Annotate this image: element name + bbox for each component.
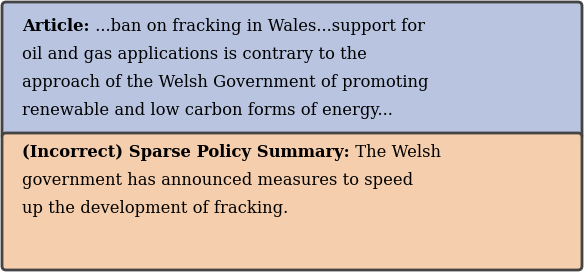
Text: Article:: Article: (22, 18, 89, 35)
Text: The Welsh: The Welsh (350, 144, 440, 161)
Text: ...ban on fracking in Wales...support for: ...ban on fracking in Wales...support fo… (89, 18, 425, 35)
FancyBboxPatch shape (2, 133, 582, 270)
Text: government has announced measures to speed: government has announced measures to spe… (22, 172, 413, 189)
Text: approach of the Welsh Government of promoting: approach of the Welsh Government of prom… (22, 74, 429, 91)
Text: oil and gas applications is contrary to the: oil and gas applications is contrary to … (22, 46, 367, 63)
Text: renewable and low carbon forms of energy...: renewable and low carbon forms of energy… (22, 102, 393, 119)
Text: (Incorrect) Sparse Policy Summary:: (Incorrect) Sparse Policy Summary: (22, 144, 350, 161)
Text: up the development of fracking.: up the development of fracking. (22, 200, 288, 217)
FancyBboxPatch shape (2, 2, 582, 139)
